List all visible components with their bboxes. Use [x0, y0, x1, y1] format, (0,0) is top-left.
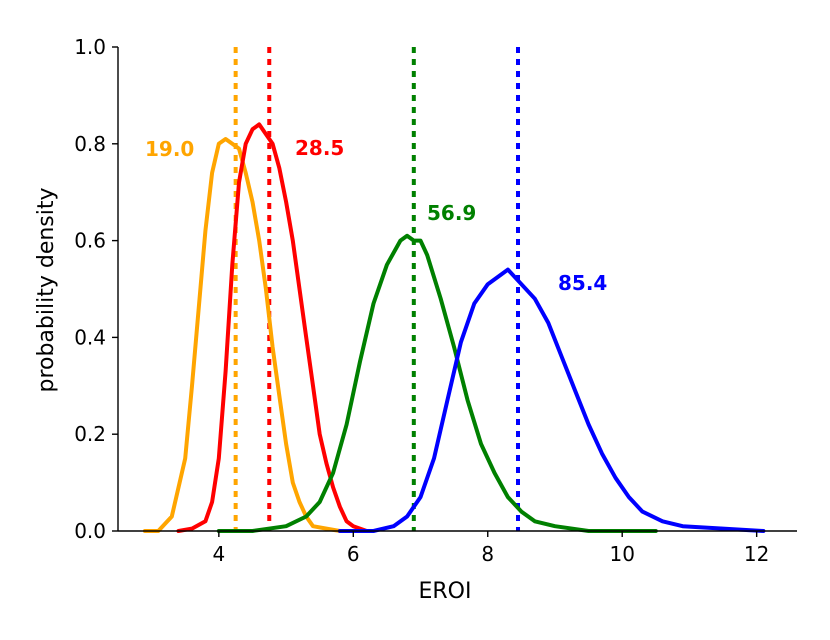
x-tick-label: 6	[347, 542, 360, 566]
density-curves	[142, 122, 766, 533]
y-tick-label: 0.2	[74, 422, 106, 446]
y-tick-label: 0.0	[74, 519, 106, 543]
x-ticks: 4 6 8 10 12	[212, 531, 769, 566]
x-tick-label: 10	[609, 542, 634, 566]
y-tick-label: 0.8	[74, 132, 106, 156]
annotation-label-0: 19.0	[145, 137, 194, 161]
density-curve-0	[142, 137, 356, 533]
mean-lines	[233, 47, 521, 531]
annotation-label-3: 85.4	[558, 271, 607, 295]
density-curve-2	[216, 233, 658, 533]
y-axis-label: probability density	[34, 187, 59, 392]
y-tick-label: 0.6	[74, 229, 106, 253]
x-tick-label: 8	[481, 542, 494, 566]
axes: 4 6 8 10 12 0.0 0.2 0.4 0.6 0.8 1.0 EROI probabil…	[34, 35, 797, 604]
density-curve-3	[337, 267, 766, 533]
y-ticks: 0.0 0.2 0.4 0.6 0.8 1.0	[74, 35, 118, 543]
x-axis-label: EROI	[419, 579, 472, 604]
y-tick-label: 1.0	[74, 35, 106, 59]
y-tick-label: 0.4	[74, 325, 106, 349]
x-tick-label: 4	[212, 542, 225, 566]
annotation-label-2: 56.9	[427, 201, 476, 225]
x-tick-label: 12	[744, 542, 769, 566]
annotation-label-1: 28.5	[295, 136, 344, 160]
annotations: 19.0 28.5 56.9 85.4	[145, 136, 607, 295]
density-curve-1	[176, 122, 369, 533]
